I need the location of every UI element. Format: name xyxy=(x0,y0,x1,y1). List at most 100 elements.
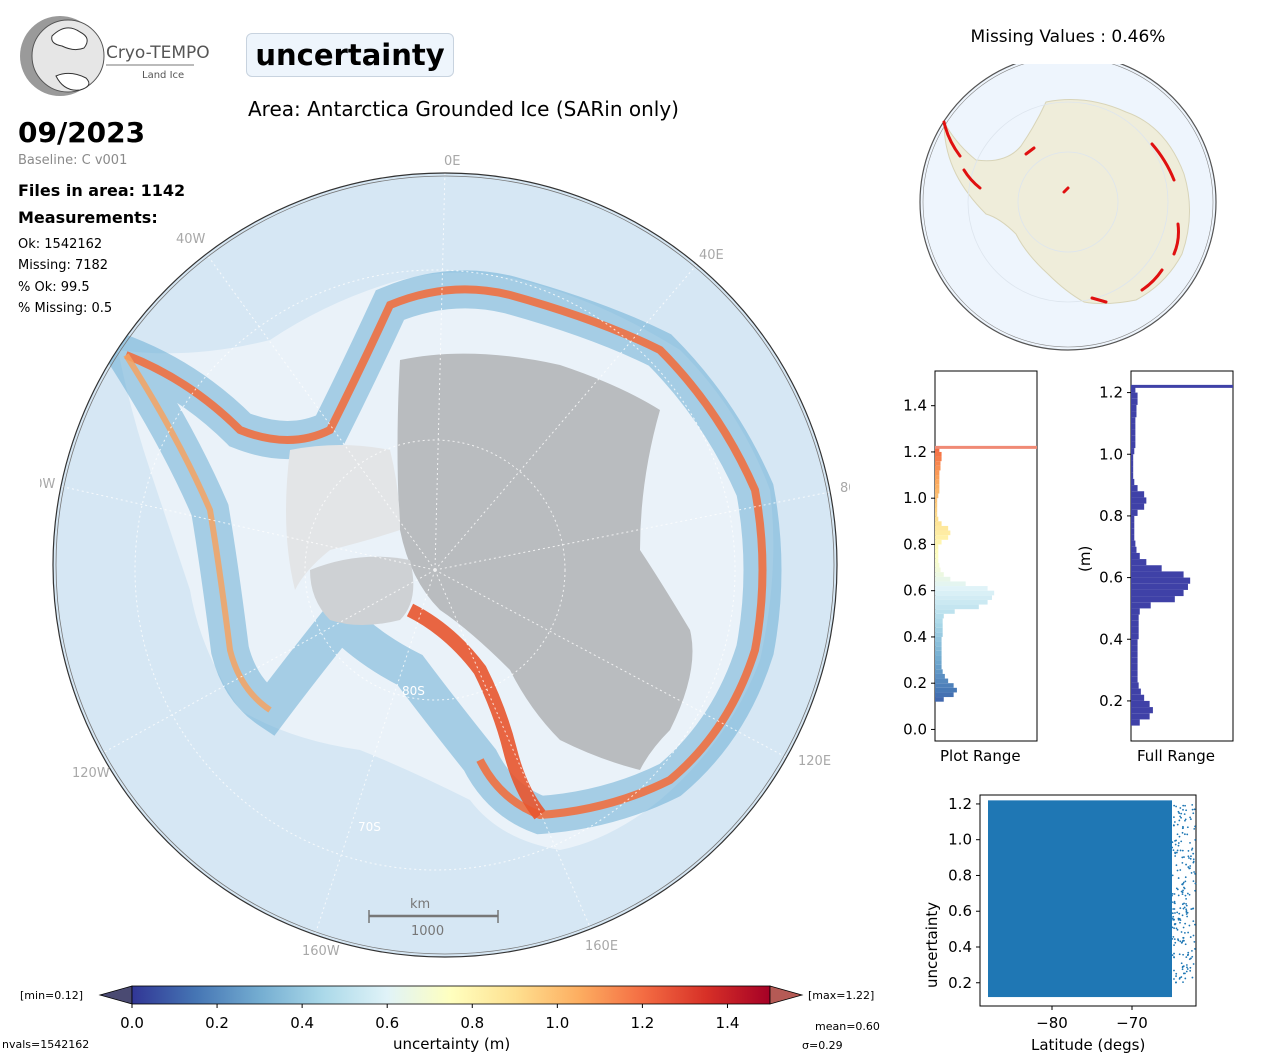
scatter-point xyxy=(1179,921,1181,924)
scatter-point xyxy=(1176,823,1179,826)
scatter-point xyxy=(1176,888,1179,891)
scatter-point xyxy=(1183,931,1186,934)
scatter-point xyxy=(1172,849,1175,852)
scatter-point xyxy=(1186,915,1189,918)
hist-bar xyxy=(935,475,940,480)
scatter-point xyxy=(1194,882,1197,885)
hist-bar xyxy=(1131,503,1145,510)
hist-bar xyxy=(935,544,939,550)
hist-bar xyxy=(1131,466,1134,473)
scatter-point xyxy=(1174,852,1177,855)
hist-tick-label: 0.6 xyxy=(1099,569,1123,587)
scatter-point xyxy=(1173,804,1176,807)
scatter-point xyxy=(1192,963,1195,965)
hist-bar xyxy=(935,516,939,522)
hist-bar xyxy=(935,673,945,679)
scatter-point xyxy=(1186,966,1188,969)
scatter-point xyxy=(1194,889,1196,892)
hist-tick-label: 0.2 xyxy=(903,674,927,692)
scatter-point xyxy=(1173,978,1175,980)
scatter-point xyxy=(1187,855,1190,858)
hist-bar xyxy=(935,562,940,568)
hist-tick-label: 1.0 xyxy=(1099,445,1123,463)
scatter-point xyxy=(1178,812,1181,814)
scatter-point xyxy=(1182,881,1185,884)
scatter-ytick-label: 0.4 xyxy=(948,938,972,956)
scatter-point xyxy=(1173,923,1176,925)
scatter-point xyxy=(1180,931,1183,933)
hist-bar xyxy=(1131,577,1191,584)
hist-bar xyxy=(935,502,938,508)
hist-bar xyxy=(935,539,942,545)
scatter-point xyxy=(1171,937,1174,940)
scatter-point xyxy=(1176,869,1179,872)
scatter-point xyxy=(1182,953,1185,956)
scatter-point xyxy=(1189,865,1192,867)
scatter-point xyxy=(1182,827,1184,829)
meridian-label-120w: 120W xyxy=(72,766,110,781)
coastal-high-uncertainty xyxy=(124,285,767,820)
scatter-point xyxy=(1180,976,1183,978)
scatter-point xyxy=(1189,936,1192,938)
hist-bar xyxy=(1131,589,1184,597)
scatter-point xyxy=(1185,902,1187,905)
scatter-point xyxy=(1184,819,1186,822)
scatter-point xyxy=(1176,911,1179,914)
hist-bar xyxy=(1131,472,1134,479)
hist-bar xyxy=(935,650,942,656)
hist-bar xyxy=(935,553,939,559)
colorbar-tick-label: 1.0 xyxy=(545,1014,569,1032)
scatter-point xyxy=(1185,809,1188,812)
scatter-point xyxy=(1189,841,1191,844)
sigma-label: σ=0.29 xyxy=(802,1039,843,1052)
scatter-dense-points xyxy=(988,800,1172,998)
scatter-point xyxy=(1183,886,1185,889)
hist1-frame xyxy=(934,370,1038,742)
scatter-point xyxy=(1176,849,1179,852)
meridian-label-160e: 160E xyxy=(585,939,618,954)
hist-bar xyxy=(1131,596,1175,603)
hist-bar xyxy=(1131,583,1188,590)
scatter-point xyxy=(1194,872,1196,875)
scatter-xtick-label: −80 xyxy=(1036,1014,1068,1032)
histogram-plot-range: 0.0 0.2 0.4 0.6 0.8 1.0 1.2 1.4 Plot Range xyxy=(903,370,1038,765)
scatter-point xyxy=(1193,940,1196,943)
hist-bar xyxy=(935,632,943,637)
hist-bar xyxy=(935,456,942,462)
hist-bar xyxy=(1131,435,1136,442)
hist-bar xyxy=(1131,602,1151,609)
colorbar-tick-label: 0.4 xyxy=(290,1014,314,1032)
scatter-point xyxy=(1183,833,1186,836)
stat-pct-ok: % Ok: 99.5 xyxy=(18,280,90,295)
scatter-point xyxy=(1193,871,1195,873)
scatter-point xyxy=(1187,931,1190,934)
scatter-point xyxy=(1185,913,1188,915)
scatter-point xyxy=(1188,924,1191,927)
hist-bar xyxy=(935,669,943,674)
meridian-label-80e: 80E xyxy=(840,481,850,496)
scatter-point xyxy=(1184,880,1187,883)
scatter-point xyxy=(1186,892,1189,895)
scatter-point xyxy=(1184,922,1187,925)
hist-bar xyxy=(935,525,949,531)
scatter-point xyxy=(1190,872,1193,874)
scatter-point xyxy=(1175,927,1178,930)
scatter-point xyxy=(1183,906,1186,909)
scatter-xtick-label: −70 xyxy=(1116,1014,1148,1032)
scatter-point xyxy=(1191,803,1194,806)
scatter-point xyxy=(1177,844,1180,847)
hist-bar xyxy=(1131,509,1138,516)
hist-tick-label: 0.2 xyxy=(1099,692,1123,710)
scatter-point xyxy=(1172,908,1175,910)
scatter-point xyxy=(1184,804,1186,807)
hist-bar xyxy=(935,664,942,670)
hist-bar xyxy=(1131,528,1135,535)
scatter-point xyxy=(1171,901,1173,904)
scatter-point xyxy=(1183,902,1185,905)
hist-tick-label: 0.4 xyxy=(1099,630,1123,648)
scatter-point xyxy=(1177,938,1179,941)
hist-bar xyxy=(935,493,939,499)
hist-bar xyxy=(1131,700,1150,708)
colorbar-max-extend xyxy=(769,985,804,1005)
colorbar-max-label: [max=1.22] xyxy=(808,989,874,1002)
